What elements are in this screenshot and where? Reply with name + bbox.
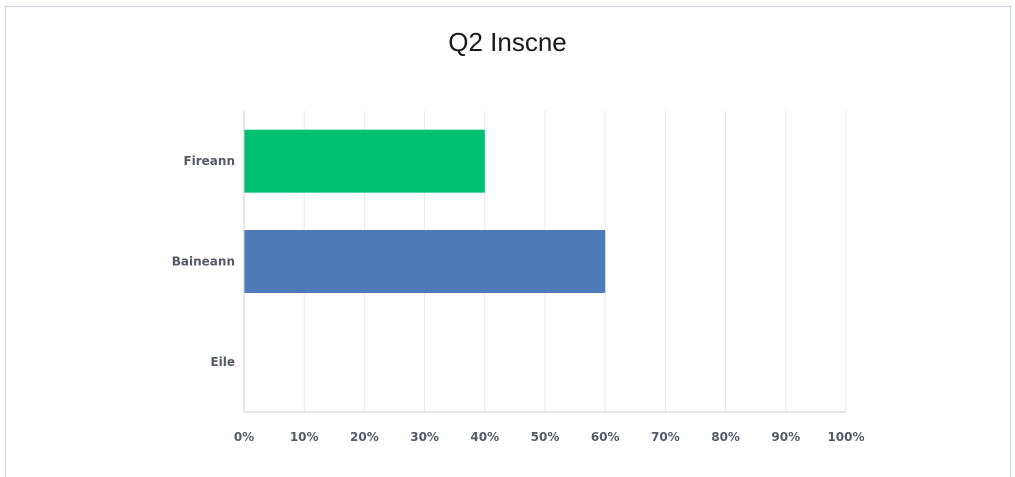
axes: [243, 111, 846, 413]
category-label: Eile: [210, 355, 235, 369]
x-tick-label: 30%: [410, 430, 439, 444]
x-tick-label: 80%: [711, 430, 740, 444]
x-tick-label: 0%: [234, 430, 254, 444]
x-tick-label: 70%: [651, 430, 680, 444]
category-label: Baineann: [172, 255, 235, 269]
tick-labels: 0% 10% 20% 30% 40% 50% 60% 70% 80% 90% 100%: [234, 430, 865, 444]
x-tick-label: 50%: [531, 430, 560, 444]
chart-frame: [5, 6, 1011, 477]
bars: [244, 129, 606, 293]
category-labels: Fireann Baineann Eile: [172, 154, 235, 369]
x-tick-label: 40%: [470, 430, 499, 444]
x-tick-label: 10%: [290, 430, 319, 444]
x-tick-label: 90%: [771, 430, 800, 444]
bar-baineann: [244, 230, 606, 293]
bar-fireann: [244, 129, 485, 193]
chart-title: Q2 Inscne: [448, 27, 567, 57]
x-tick-label: 100%: [827, 430, 864, 444]
x-tick-label: 20%: [350, 430, 379, 444]
category-label: Fireann: [183, 154, 235, 168]
x-tick-label: 60%: [591, 430, 620, 444]
